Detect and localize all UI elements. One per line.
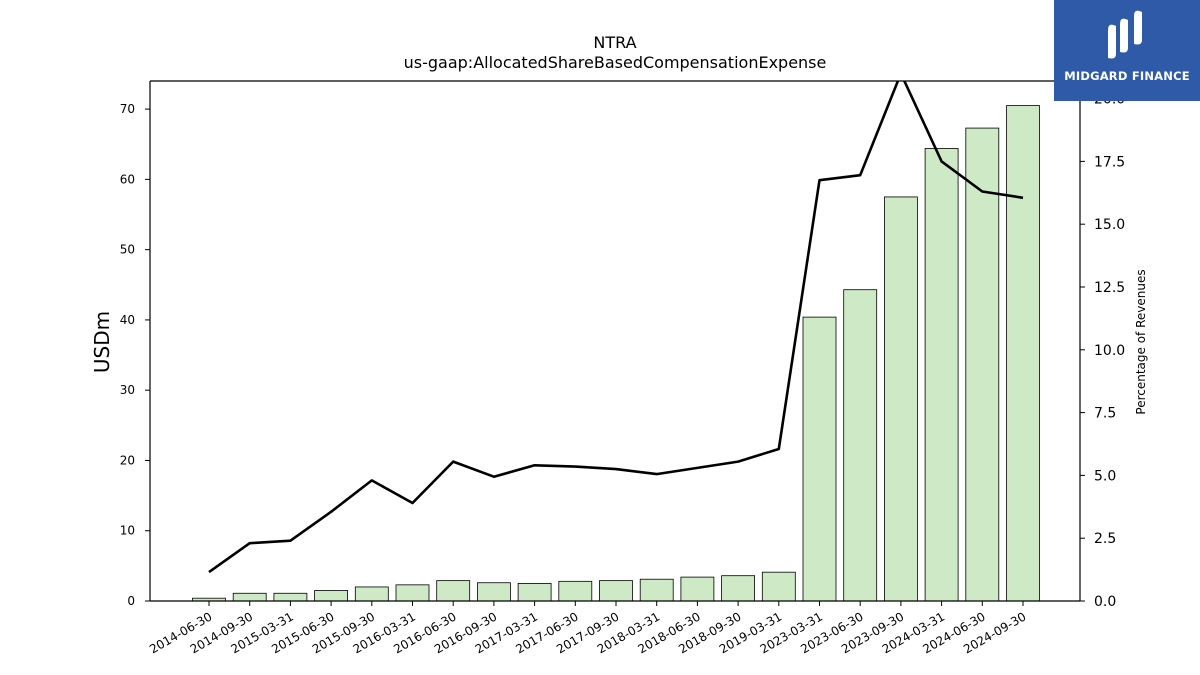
right-tick-label: 7.5 [1094,406,1116,422]
right-tick-label: 2.5 [1094,531,1116,547]
left-tick-label: 20 [120,453,135,467]
chart-subtitle: us-gaap:AllocatedShareBasedCompensationE… [404,53,827,72]
brand-logo: MIDGARD FINANCE [1054,0,1200,101]
left-tick-label: 0 [127,594,135,608]
bar-2024-09-30 [1006,105,1040,602]
left-tick-label: 10 [120,524,135,538]
percentage-line [208,81,1024,574]
bar-2018-03-31 [639,578,674,602]
bar-2016-09-30 [476,582,511,602]
chart-title: NTRA [593,33,636,52]
bar-2015-03-31 [273,592,308,602]
right-tick-label: 15.0 [1094,217,1125,233]
bar-2018-09-30 [721,575,755,602]
percentage-line-series [208,81,1024,574]
brand-name: MIDGARD FINANCE [1064,69,1190,83]
right-tick-label: 12.5 [1094,280,1125,296]
bar-2017-06-30 [558,580,593,602]
left-tick-label: 30 [120,383,135,397]
right-y-ticks: 0.02.55.07.510.012.515.017.520.0 [1080,92,1125,610]
left-y-ticks: 0 10 20 30 40 50 60 70 [120,102,150,608]
y-axis-label: USDm [90,311,114,373]
bar-series [192,105,1040,602]
axes [149,80,1081,602]
bar-2016-03-31 [395,584,430,602]
bar-2017-03-31 [517,583,552,602]
right-y-axis-label: Percentage of Revenues [1134,269,1148,414]
right-tick-label: 0.0 [1094,594,1116,610]
bar-2023-06-30 [843,289,878,602]
bar-2016-06-30 [436,580,471,602]
bar-2024-06-30 [965,127,1000,602]
bar-2015-09-30 [354,586,389,602]
right-tick-label: 10.0 [1094,343,1125,359]
left-tick-label: 40 [120,313,135,327]
bar-2015-06-30 [314,590,349,602]
bar-2019-03-31 [761,571,796,602]
bar-2024-03-31 [924,148,959,602]
right-tick-label: 5.0 [1094,468,1116,484]
bar-2023-09-30 [884,196,918,602]
x-ticks: 2014-06-302014-09-302015-03-312015-06-30… [147,601,1029,656]
bar-2017-09-30 [599,580,633,602]
left-tick-label: 50 [120,243,135,257]
bar-2014-09-30 [232,592,267,602]
left-tick-label: 70 [120,102,135,116]
bar-2023-03-31 [802,316,837,602]
midgard-logo-icon [1108,10,1142,59]
left-tick-label: 60 [120,172,135,186]
right-tick-label: 17.5 [1094,154,1125,170]
bar-2018-06-30 [680,576,715,602]
